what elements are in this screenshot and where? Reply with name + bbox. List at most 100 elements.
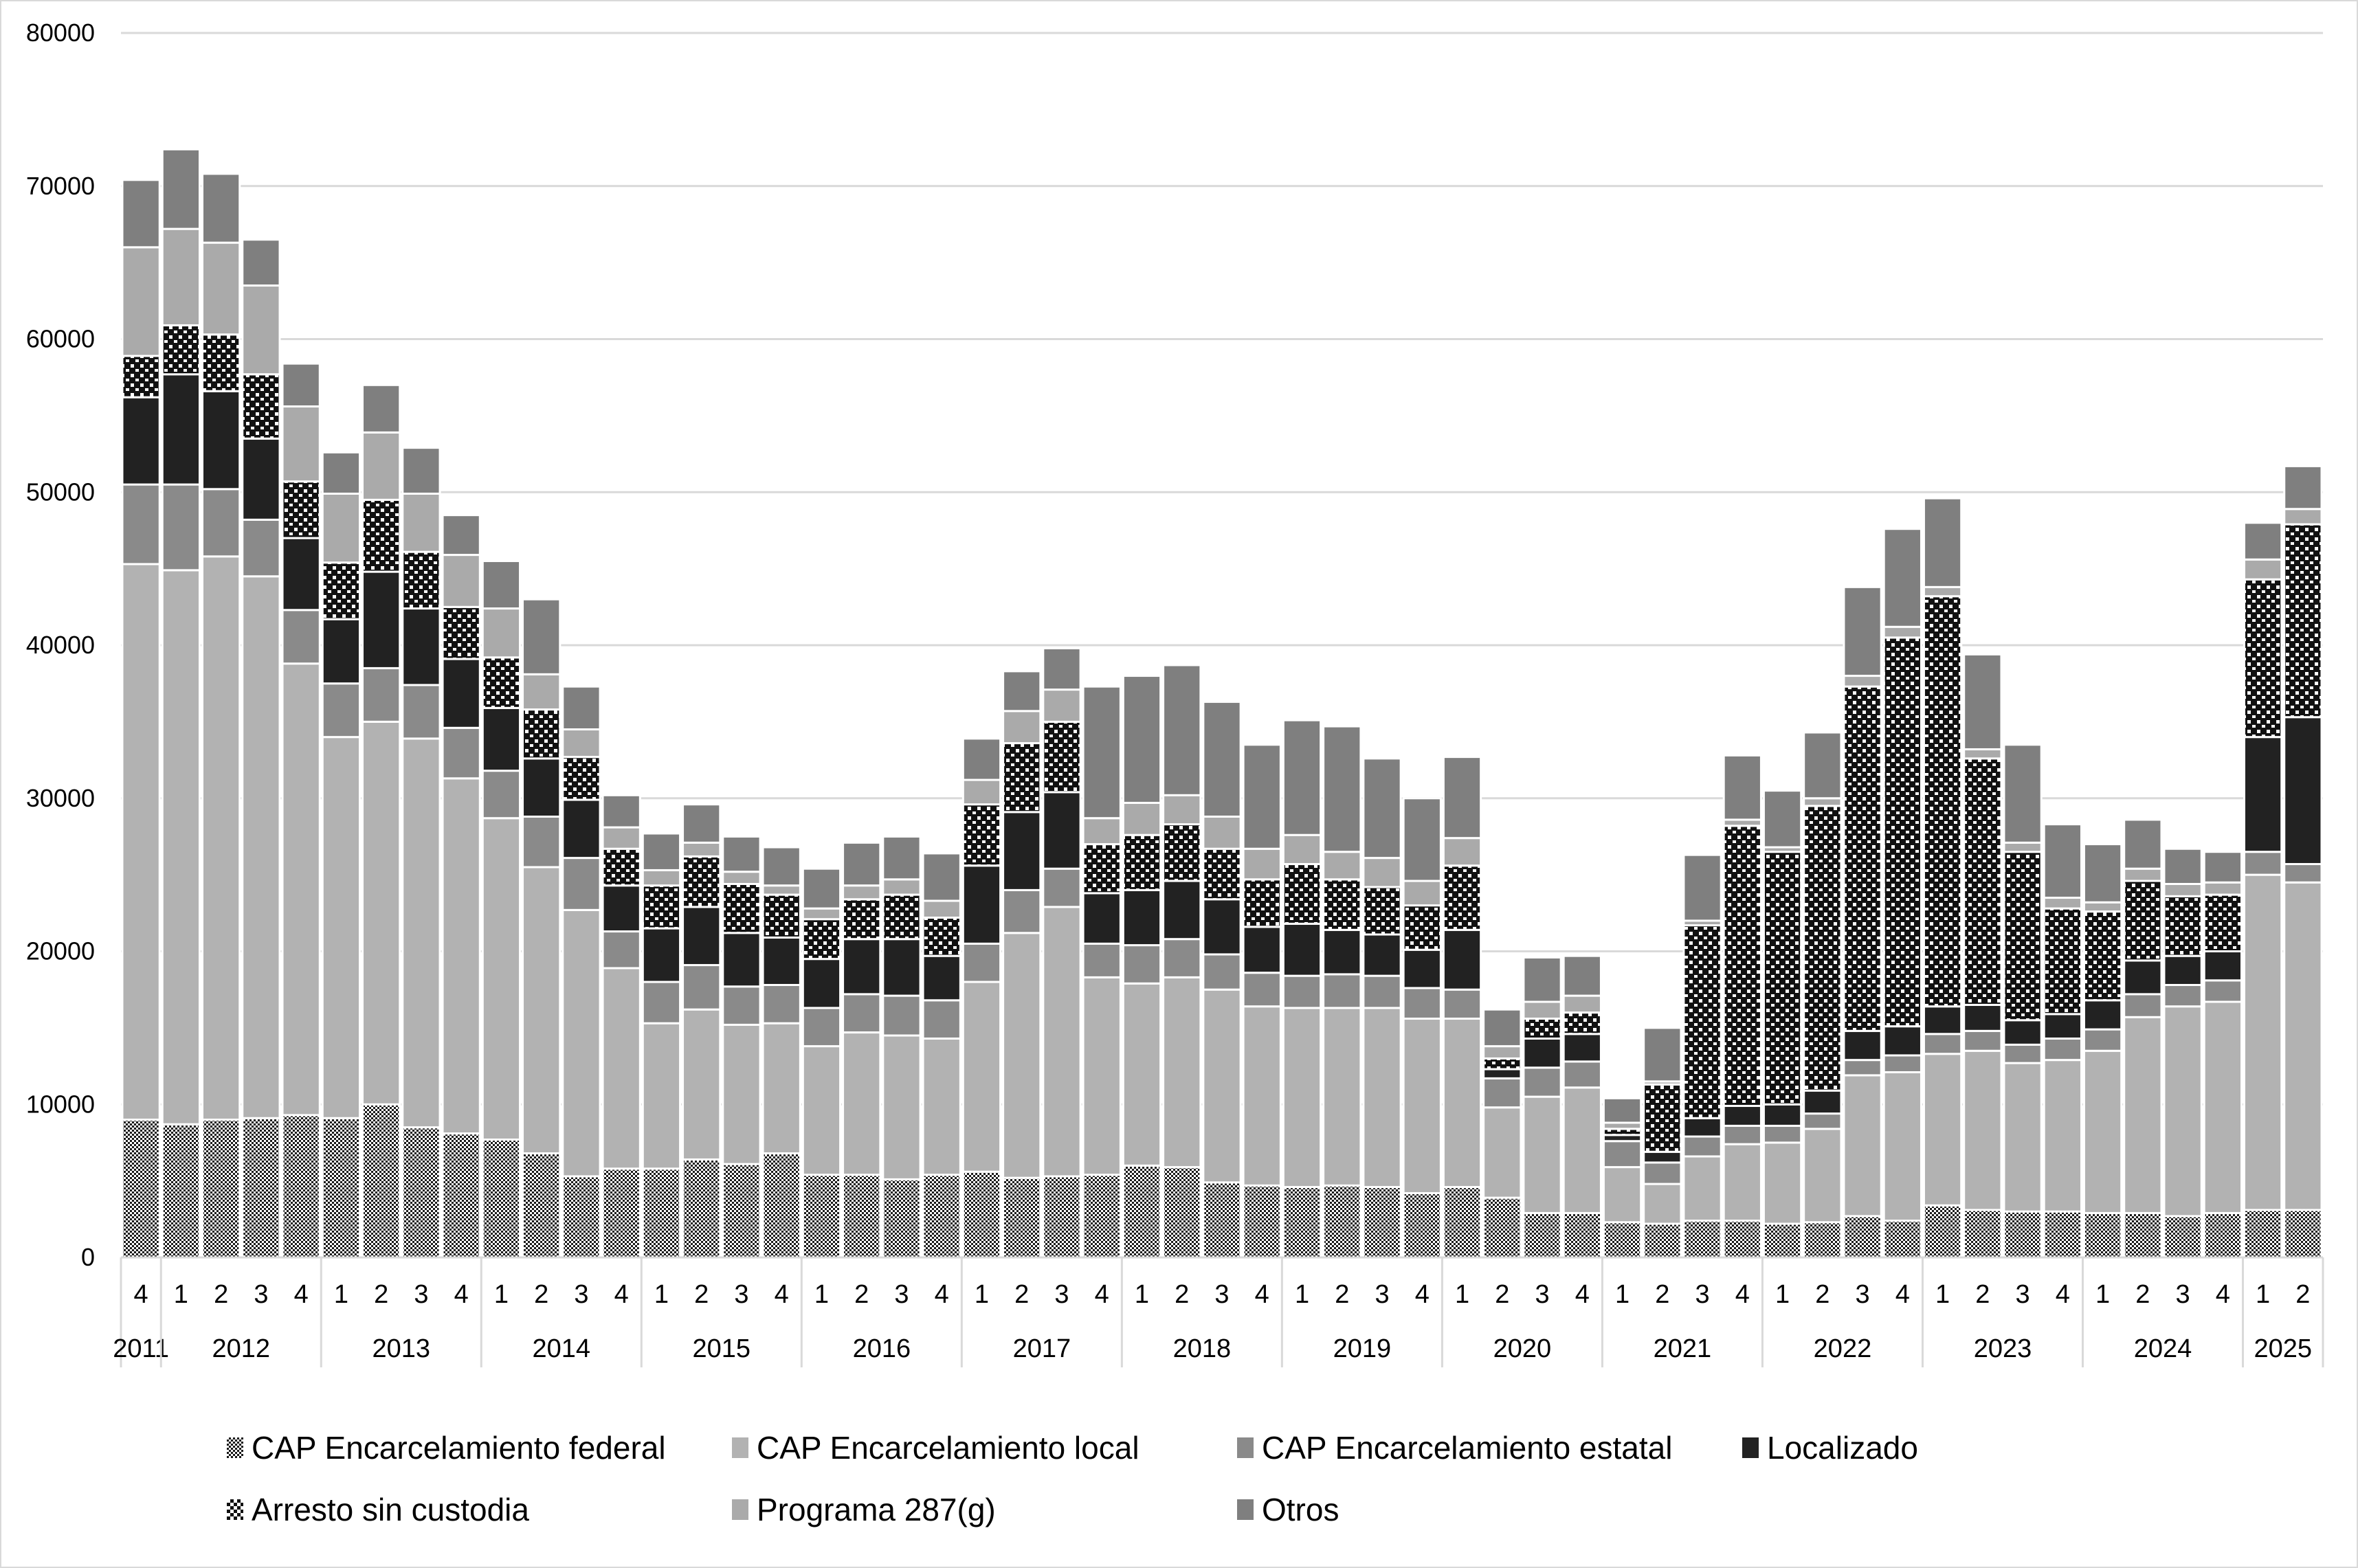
bar-segment-3 bbox=[1202, 898, 1242, 956]
bar-segment-5 bbox=[1963, 748, 2003, 760]
bar-segment-4 bbox=[1162, 823, 1202, 882]
bars bbox=[121, 148, 2323, 1259]
bar-segment-4 bbox=[1682, 924, 1722, 1119]
bar-segment-1 bbox=[1282, 1007, 1322, 1189]
bar-segment-0 bbox=[1803, 1221, 1843, 1259]
bar-segment-0 bbox=[441, 1132, 481, 1259]
bar-segment-4 bbox=[2163, 895, 2203, 957]
bar-segment-1 bbox=[2003, 1062, 2043, 1213]
bar-segment-0 bbox=[1482, 1196, 1522, 1259]
bar-segment-2 bbox=[761, 984, 801, 1024]
bar-segment-4 bbox=[1242, 878, 1282, 928]
legend-item-arresto: Arresto sin custodia bbox=[227, 1491, 529, 1528]
bar-segment-6 bbox=[401, 447, 441, 495]
bar-segment-4 bbox=[1202, 847, 1242, 901]
bar-segment-5 bbox=[1042, 688, 1082, 723]
x-tick-quarter: 1 bbox=[814, 1280, 829, 1309]
bar-segment-6 bbox=[801, 867, 842, 910]
x-tick-quarter: 4 bbox=[454, 1280, 469, 1309]
bar-segment-3 bbox=[1643, 1150, 1682, 1164]
bar-segment-2 bbox=[321, 682, 362, 739]
bar-segment-4 bbox=[441, 605, 481, 660]
bar-segment-2 bbox=[201, 488, 241, 558]
bar-segment-1 bbox=[1322, 1007, 1362, 1187]
bar-segment-5 bbox=[121, 246, 161, 357]
x-tick-quarter: 4 bbox=[1255, 1280, 1269, 1309]
bar-segment-6 bbox=[2243, 522, 2283, 561]
legend-swatch-otros bbox=[1237, 1499, 1254, 1520]
bar-segment-4 bbox=[481, 656, 522, 709]
bar-segment-3 bbox=[1922, 1005, 1963, 1035]
bar-segment-1 bbox=[1242, 1005, 1282, 1187]
bar-segment-3 bbox=[1402, 948, 1442, 989]
bar-segment-0 bbox=[601, 1167, 641, 1259]
bar-segment-2 bbox=[1242, 972, 1282, 1008]
bar-segment-0 bbox=[1643, 1222, 1682, 1259]
bar-segment-0 bbox=[2082, 1211, 2123, 1259]
bar-segment-1 bbox=[281, 662, 321, 1117]
bar-segment-5 bbox=[1442, 837, 1482, 867]
bar-segment-1 bbox=[201, 555, 241, 1121]
bar-segment-5 bbox=[522, 673, 561, 711]
bar-segment-4 bbox=[1082, 843, 1122, 895]
bar-segment-0 bbox=[522, 1152, 561, 1259]
bar-segment-1 bbox=[1682, 1155, 1722, 1222]
bar-segment-2 bbox=[2082, 1028, 2123, 1052]
x-tick-quarter: 2 bbox=[1495, 1280, 1509, 1309]
y-tick-label: 40000 bbox=[26, 631, 95, 659]
x-tick-quarter: 4 bbox=[1895, 1280, 1910, 1309]
bar-segment-2 bbox=[2123, 993, 2163, 1018]
bar-segment-6 bbox=[922, 852, 961, 902]
legend-label: CAP Encarcelamiento estatal bbox=[1262, 1430, 1673, 1466]
bar-segment-4 bbox=[1803, 805, 1843, 1092]
bar-segment-5 bbox=[2283, 508, 2323, 526]
bar-segment-0 bbox=[321, 1117, 362, 1259]
bar-segment-5 bbox=[2243, 558, 2283, 581]
bar-segment-2 bbox=[161, 483, 201, 572]
x-tick-year: 2019 bbox=[1333, 1334, 1392, 1363]
bar-segment-2 bbox=[842, 993, 882, 1034]
x-tick-quarter: 4 bbox=[614, 1280, 629, 1309]
y-tick-label: 0 bbox=[81, 1243, 95, 1271]
bar-segment-3 bbox=[1482, 1068, 1522, 1079]
legend-label: Arresto sin custodia bbox=[252, 1492, 529, 1527]
bar-segment-6 bbox=[1963, 653, 2003, 750]
y-tick-label: 60000 bbox=[26, 325, 95, 353]
bar-segment-3 bbox=[1162, 880, 1202, 941]
bar-segment-5 bbox=[281, 405, 321, 483]
bar-segment-6 bbox=[1922, 497, 1963, 588]
bar-segment-1 bbox=[2283, 881, 2323, 1211]
bar-segment-0 bbox=[121, 1119, 161, 1259]
bar-segment-2 bbox=[401, 684, 441, 740]
x-tick-quarter: 1 bbox=[1135, 1280, 1149, 1309]
bar-segment-2 bbox=[561, 857, 601, 911]
bar-segment-3 bbox=[362, 570, 401, 669]
bar-segment-2 bbox=[1803, 1112, 1843, 1130]
bar-segment-3 bbox=[401, 607, 441, 686]
bar-segment-5 bbox=[1843, 675, 1882, 688]
bar-segment-1 bbox=[1762, 1141, 1803, 1225]
bar-segment-2 bbox=[682, 964, 722, 1011]
bar-segment-3 bbox=[561, 798, 601, 860]
bar-segment-5 bbox=[401, 492, 441, 553]
bar-segment-1 bbox=[1722, 1143, 1762, 1222]
bar-segment-4 bbox=[761, 893, 801, 939]
bar-segment-4 bbox=[1122, 833, 1162, 891]
bar-segment-5 bbox=[1002, 710, 1042, 745]
x-tick-quarter: 2 bbox=[1815, 1280, 1829, 1309]
bar-segment-6 bbox=[842, 841, 882, 887]
x-tick-quarter: 2 bbox=[214, 1280, 228, 1309]
bar-segment-1 bbox=[321, 736, 362, 1119]
legend-label: CAP Encarcelamiento local bbox=[757, 1430, 1139, 1466]
x-tick-year: 2015 bbox=[693, 1334, 751, 1363]
x-tick-quarter: 1 bbox=[1615, 1280, 1630, 1309]
y-axis-ticks: 0 10000 20000 30000 40000 50000 60000 70000 8000… bbox=[26, 19, 95, 1271]
bar-segment-2 bbox=[1362, 974, 1402, 1009]
bar-segment-6 bbox=[161, 148, 201, 230]
bar-segment-0 bbox=[2163, 1215, 2203, 1259]
bar-segment-2 bbox=[1522, 1066, 1562, 1098]
bar-segment-6 bbox=[481, 559, 522, 610]
bar-segment-5 bbox=[321, 492, 362, 564]
bar-segment-4 bbox=[1042, 720, 1082, 794]
bar-segment-6 bbox=[241, 238, 281, 287]
